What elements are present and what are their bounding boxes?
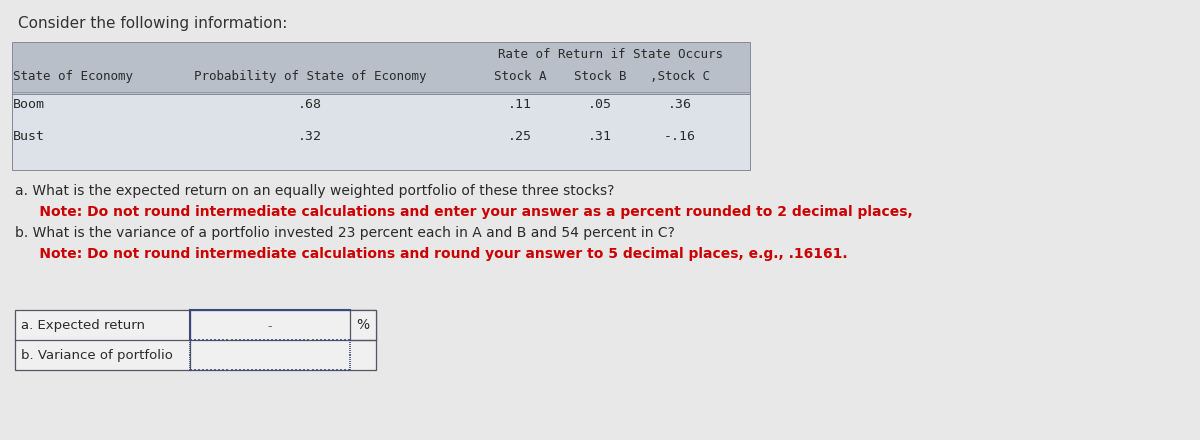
Text: %: % xyxy=(356,318,370,332)
Text: Consider the following information:: Consider the following information: xyxy=(18,16,287,31)
Text: .36: .36 xyxy=(668,98,692,111)
Text: b. Variance of portfolio: b. Variance of portfolio xyxy=(22,348,173,362)
Text: Boom: Boom xyxy=(13,98,46,111)
Text: .32: .32 xyxy=(298,130,322,143)
Text: .11: .11 xyxy=(508,98,532,111)
Text: ,Stock C: ,Stock C xyxy=(650,70,710,83)
Text: Stock A: Stock A xyxy=(493,70,546,83)
Text: .25: .25 xyxy=(508,130,532,143)
Text: State of Economy: State of Economy xyxy=(13,70,133,83)
Text: a. Expected return: a. Expected return xyxy=(22,319,145,331)
Text: Probability of State of Economy: Probability of State of Economy xyxy=(193,70,426,83)
Text: Note: Do not round intermediate calculations and enter your answer as a percent : Note: Do not round intermediate calculat… xyxy=(14,205,913,219)
Bar xyxy=(12,42,750,170)
Bar xyxy=(14,310,376,370)
Text: b. What is the variance of a portfolio invested 23 percent each in A and B and 5: b. What is the variance of a portfolio i… xyxy=(14,226,674,240)
Text: Bust: Bust xyxy=(13,130,46,143)
Bar xyxy=(12,42,750,94)
Text: a. What is the expected return on an equally weighted portfolio of these three s: a. What is the expected return on an equ… xyxy=(14,184,614,198)
Text: Stock B: Stock B xyxy=(574,70,626,83)
Text: Note: Do not round intermediate calculations and round your answer to 5 decimal : Note: Do not round intermediate calculat… xyxy=(14,247,847,261)
Text: -: - xyxy=(268,320,272,334)
Text: .31: .31 xyxy=(588,130,612,143)
Text: Rate of Return if State Occurs: Rate of Return if State Occurs xyxy=(498,48,722,61)
Text: .05: .05 xyxy=(588,98,612,111)
Bar xyxy=(12,42,750,170)
Text: .68: .68 xyxy=(298,98,322,111)
Bar xyxy=(350,310,376,340)
Text: -.16: -.16 xyxy=(664,130,696,143)
